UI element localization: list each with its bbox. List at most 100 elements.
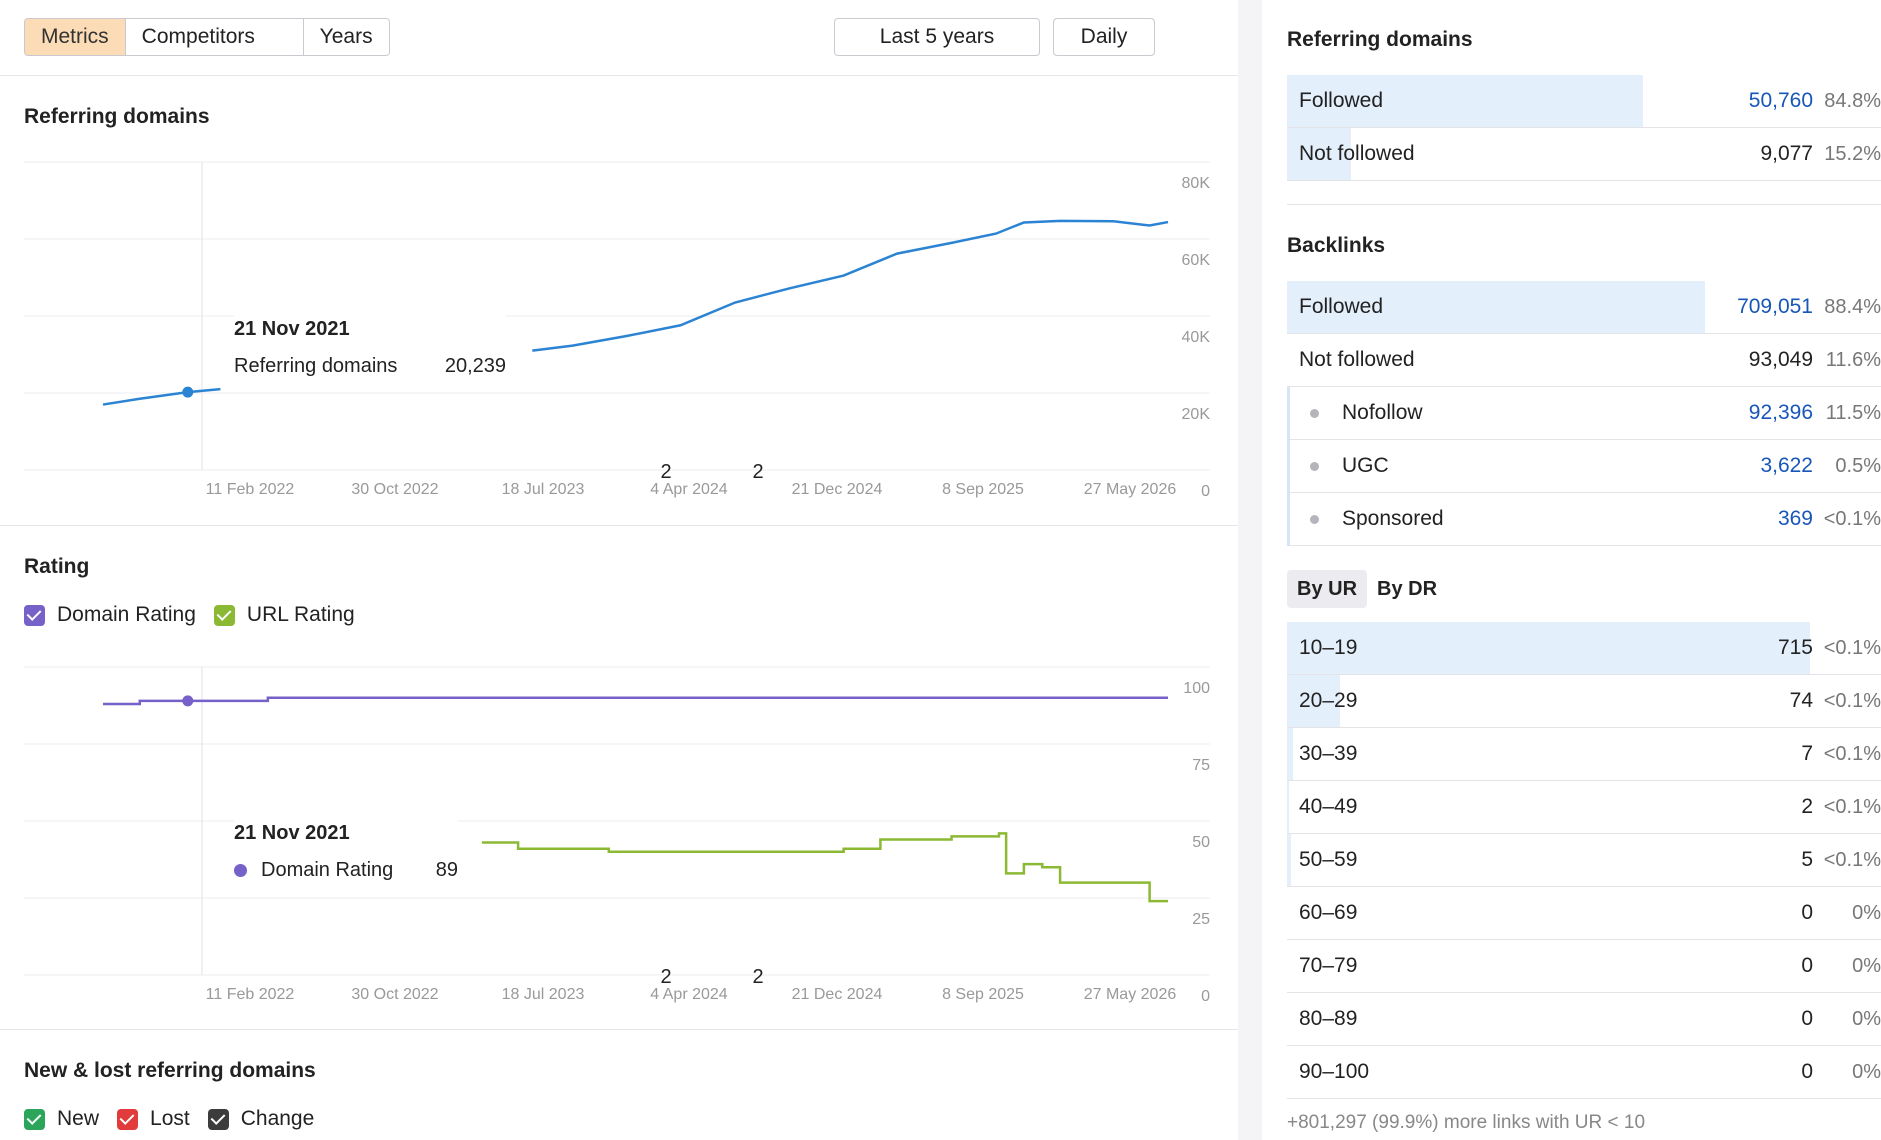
row-percent: <0.1% [1823,743,1881,765]
y-tick-label: 80K [1182,175,1211,192]
referring-domains-plot: 80K 60K 40K 20K 0 11 Feb 2022 30 Oct 2022 18 Ju… [24,161,1211,500]
date-range-button[interactable]: Last 5 years [834,18,1040,56]
checkbox-icon[interactable] [24,1108,45,1130]
ref-domains-row[interactable]: Not followed 9,077 15.2% [1287,128,1881,181]
row-value: 9,077 [1760,142,1813,165]
interval-button[interactable]: Daily [1053,18,1155,56]
ur-bucket-row[interactable]: 20–29 74 <0.1% [1287,675,1881,728]
legend-new[interactable]: New [24,1107,99,1131]
row-label: 20–29 [1299,689,1358,712]
row-percent: 0% [1852,902,1881,924]
backlinks-row[interactable]: Followed 709,051 88.4% [1287,281,1881,334]
tooltip-value: 20,239 [444,354,506,377]
x-tick-label: 8 Sep 2025 [942,481,1024,498]
tab-competitors[interactable]: Competitors [125,19,304,55]
checkbox-icon[interactable] [24,604,45,626]
row-label: 90–100 [1299,1060,1370,1083]
row-percent: 15.2% [1824,143,1881,165]
tab-by-ur[interactable]: By UR [1287,570,1368,608]
backlinks-table: Followed 709,051 88.4% Not followed 93,049 11… [1287,281,1881,546]
row-value[interactable]: 50,760 [1748,89,1813,112]
ref-domains-table: Followed 50,760 84.8% Not followed 9,077 15.2… [1287,75,1881,181]
tooltip-label: Referring domains [234,354,398,377]
ur-bucket-row[interactable]: 40–49 2 <0.1% [1287,781,1881,834]
ur-bucket-row[interactable]: 10–19 715 <0.1% [1287,622,1881,675]
x-tick-label: 18 Jul 2023 [502,481,585,498]
referring-domains-tooltip: 21 Nov 2021 Referring domains 20,239 [234,314,506,386]
legend-change[interactable]: Change [207,1107,315,1131]
ur-bucket-row[interactable]: 70–79 0 0% [1287,940,1881,993]
rating-legend: Domain Rating URL Rating [24,603,373,627]
y-tick-label: 20K [1182,406,1211,423]
row-value: 93,049 [1748,348,1813,371]
legend-label: URL Rating [246,603,355,626]
y-tick-label: 40K [1182,329,1211,346]
row-label: 10–19 [1299,636,1358,659]
row-value[interactable]: 709,051 [1737,295,1813,318]
tooltip-label: Domain Rating [261,858,394,881]
legend-label: Domain Rating [57,603,196,626]
backlinks-subrow[interactable]: UGC 3,622 0.5% [1290,440,1881,493]
x-tick-label: 30 Oct 2022 [351,986,438,1003]
legend-url-rating[interactable]: URL Rating [213,603,355,627]
share-bar [1287,728,1293,780]
legend-label: New [57,1107,100,1130]
distribution-tabs: By UR By DR [1287,570,1447,608]
share-bar [1287,622,1810,674]
event-annotation-marker: 2 [752,461,763,483]
ur-bucket-row[interactable]: 30–39 7 <0.1% [1287,728,1881,781]
x-tick-label: 30 Oct 2022 [351,481,438,498]
url-rating-line [481,832,1168,903]
checkbox-icon[interactable] [213,604,235,626]
legend-label: Change [240,1107,315,1130]
event-annotation-marker: 2 [660,461,671,483]
row-value: 0 [1801,1007,1813,1030]
section-divider [0,525,1238,526]
ur-bucket-row[interactable]: 90–100 0 0% [1287,1046,1881,1099]
ur-distribution-table: 10–19 715 <0.1% 20–29 74 <0.1% 30–39 7 <0.1% 40–4… [1287,622,1881,1099]
row-label: UGC [1342,454,1389,477]
row-value[interactable]: 369 [1777,507,1813,530]
ur-bucket-row[interactable]: 50–59 5 <0.1% [1287,834,1881,887]
x-tick-label: 21 Dec 2024 [792,481,883,498]
bullet-icon [1310,409,1319,418]
row-value[interactable]: 3,622 [1760,454,1813,477]
backlinks-summary-title: Backlinks [1287,234,1386,257]
row-label: Sponsored [1342,507,1444,530]
tab-years[interactable]: Years [303,19,389,55]
row-value: 0 [1801,954,1813,977]
toolbar: Metrics Competitors Years Last 5 years D… [0,0,1238,76]
hover-point [182,386,194,398]
tab-metrics[interactable]: Metrics [25,19,126,55]
more-links-note: +801,297 (99.9%) more links with UR < 10 [1287,1112,1646,1133]
x-tick-label: 11 Feb 2022 [206,986,295,1003]
event-annotation-marker: 2 [752,966,763,988]
backlinks-row[interactable]: Not followed 93,049 11.6% [1287,334,1881,387]
legend-domain-rating[interactable]: Domain Rating [24,603,196,627]
tab-by-dr[interactable]: By DR [1377,578,1438,600]
metrics-pane: Metrics Competitors Years Last 5 years D… [0,0,1238,1140]
tooltip-date: 21 Nov 2021 [234,318,350,340]
backlinks-subrow[interactable]: Nofollow 92,396 11.5% [1290,387,1881,440]
ur-bucket-row[interactable]: 80–89 0 0% [1287,993,1881,1046]
backlinks-subrow[interactable]: Sponsored 369 <0.1% [1290,493,1881,546]
row-percent: 11.5% [1825,402,1881,424]
row-value: 74 [1789,689,1813,712]
share-bar [1287,281,1706,333]
ur-bucket-row[interactable]: 60–69 0 0% [1287,887,1881,940]
referring-domains-title: Referring domains [24,105,210,128]
row-label: Not followed [1299,142,1415,165]
legend-lost[interactable]: Lost [117,1107,190,1131]
row-label: 30–39 [1299,742,1358,765]
tooltip-date: 21 Nov 2021 [234,822,350,844]
checkbox-icon[interactable] [207,1108,229,1130]
ref-domains-row[interactable]: Followed 50,760 84.8% [1287,75,1881,128]
pane-gutter [1238,0,1262,1140]
checkbox-icon[interactable] [117,1108,139,1130]
summary-pane: Referring domains Followed 50,760 84.8% Not… [1262,0,1881,1140]
row-percent: 88.4% [1824,296,1881,318]
view-tabs: Metrics Competitors Years [24,18,390,56]
x-tick-label: 21 Dec 2024 [792,986,883,1003]
row-value[interactable]: 92,396 [1748,401,1813,424]
row-percent: <0.1% [1823,508,1881,530]
